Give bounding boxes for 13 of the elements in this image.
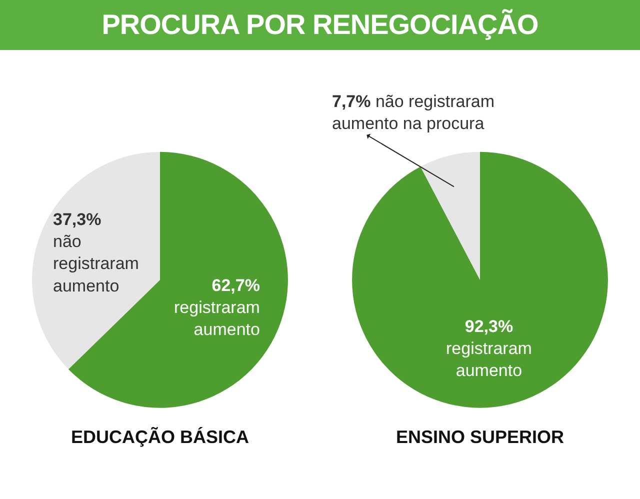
chart-title: PROCURA POR RENEGOCIAÇÃO	[0, 0, 640, 50]
data-label: 7,7%	[332, 92, 371, 111]
pie-slice	[32, 152, 160, 370]
pie-slice	[352, 152, 608, 408]
data-label: 62,7%	[212, 276, 260, 295]
slice-label: registraram aumento	[174, 298, 260, 340]
pie-slice	[420, 152, 480, 280]
slice-label: registraram aumento	[446, 339, 532, 380]
data-label: 37,3%	[53, 210, 102, 229]
text: ENSINO SUPERIOR	[396, 427, 564, 447]
slice-label: não registraram aumento	[53, 232, 139, 296]
text: EDUCAÇÃO BÁSICA	[71, 426, 250, 447]
data-label: 92,3%	[464, 317, 514, 336]
